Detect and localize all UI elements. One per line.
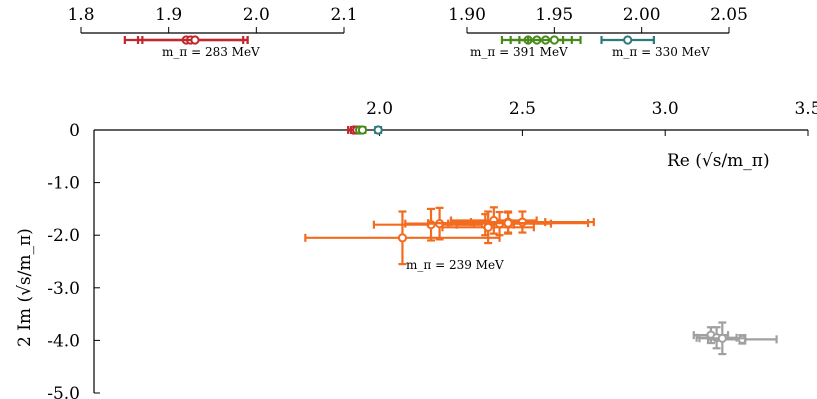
annotation-283: m_π = 283 MeV bbox=[162, 45, 260, 59]
y-tick-label: -1.0 bbox=[47, 174, 80, 194]
y-axis-label: 2 Im (√s/m_π) bbox=[15, 228, 35, 347]
data-point bbox=[483, 222, 493, 232]
x-tick-label: 3.0 bbox=[652, 99, 679, 119]
y-tick-label: 0 bbox=[69, 121, 80, 141]
y-tick-label: -3.0 bbox=[47, 279, 80, 299]
inset-tick-label: 2.0 bbox=[243, 5, 270, 25]
x-axis-label: Re (√s/m_π) bbox=[667, 151, 770, 171]
x-tick-label: 2.0 bbox=[366, 99, 393, 119]
inset-tick-label: 1.8 bbox=[67, 5, 94, 25]
data-point bbox=[717, 333, 727, 343]
inset-tick-label: 2.05 bbox=[710, 5, 748, 25]
y-tick-label: -4.0 bbox=[47, 331, 80, 351]
inset-tick-label: 1.95 bbox=[535, 5, 573, 25]
data-point bbox=[503, 218, 513, 228]
inset-tick-label: 1.90 bbox=[448, 5, 486, 25]
x-tick-label: 3.5 bbox=[794, 99, 817, 119]
y-tick-label: -2.0 bbox=[47, 226, 80, 246]
data-point bbox=[397, 233, 408, 243]
annotation-239: m_π = 239 MeV bbox=[406, 258, 504, 272]
data-point bbox=[373, 125, 383, 135]
main-chart: 2.0 2.5 3.0 3.5 0 -1.0 -2.0 -3.0 -4.0 -5.0 bbox=[47, 99, 817, 399]
inset-tick-label: 2.1 bbox=[330, 5, 357, 25]
data-point bbox=[357, 125, 368, 135]
data-point bbox=[549, 35, 559, 45]
x-tick-label: 2.5 bbox=[509, 99, 536, 119]
data-point bbox=[190, 35, 200, 45]
annotation-330: m_π = 330 MeV bbox=[612, 45, 710, 59]
annotation-391: m_π = 391 MeV bbox=[470, 45, 568, 59]
inset-tick-label: 2.00 bbox=[623, 5, 661, 25]
inset-chart-2: 1.90 1.95 2.00 2.05 bbox=[448, 5, 748, 45]
data-point bbox=[623, 35, 633, 45]
inset-tick-label: 1.9 bbox=[155, 5, 182, 25]
inset-chart-1: 1.8 1.9 2.0 2.1 bbox=[67, 5, 358, 45]
y-tick-label: -5.0 bbox=[47, 384, 80, 399]
